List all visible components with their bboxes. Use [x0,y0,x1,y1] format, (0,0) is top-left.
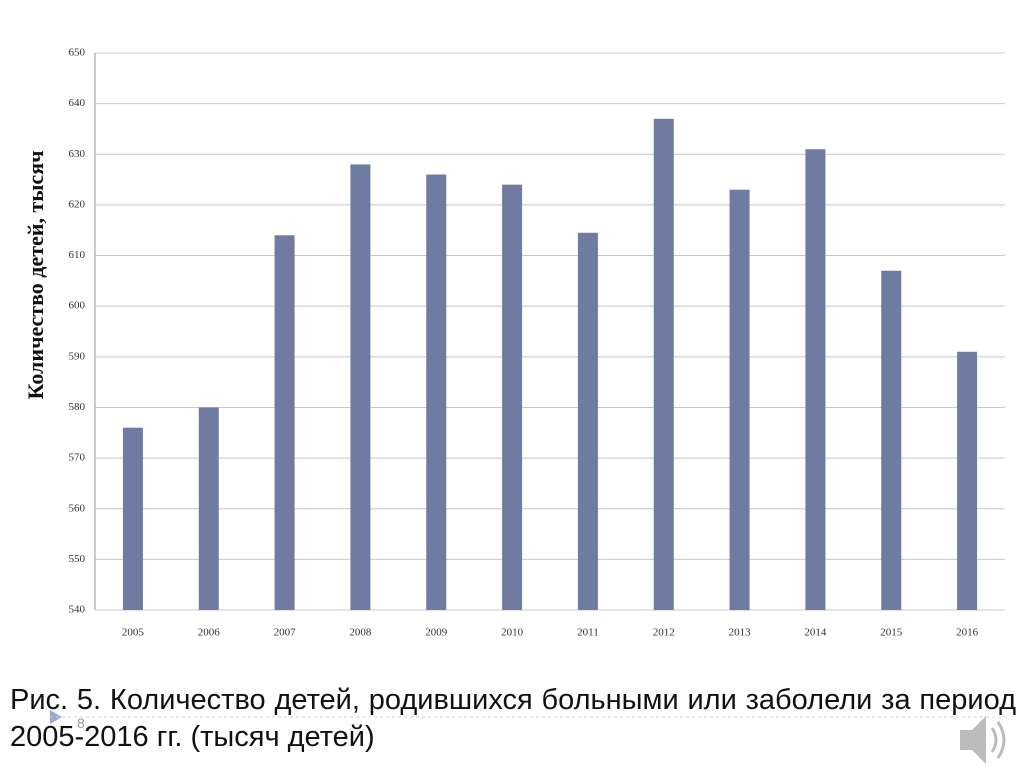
x-tick-label: 2010 [501,627,524,639]
y-tick-label: 650 [69,47,86,59]
x-tick-label: 2011 [577,627,599,639]
y-tick-label: 580 [69,401,86,413]
y-axis-title: Количество детей, тысяч [23,150,48,399]
x-tick-label: 2014 [804,627,827,639]
bar [502,184,523,610]
y-tick-label: 540 [69,604,86,616]
x-tick-label: 2005 [122,627,145,639]
x-tick-label: 2008 [349,627,372,639]
y-tick-label: 550 [69,553,86,565]
bar [957,351,978,610]
bar [577,232,598,610]
y-tick-label: 600 [69,300,86,312]
bar [653,118,674,610]
x-tick-label: 2009 [425,627,448,639]
y-tick-label: 630 [69,148,86,160]
bar [426,174,447,610]
bar [350,164,371,610]
x-tick-label: 2016 [956,627,979,639]
bar [274,235,295,611]
x-tick-label: 2006 [198,627,221,639]
x-tick-label: 2012 [653,627,675,639]
bar [198,407,219,610]
slide-number: 8 [77,715,85,731]
y-tick-label: 620 [69,198,86,210]
x-tick-label: 2013 [729,627,752,639]
y-tick-label: 640 [69,97,86,109]
bar [729,189,750,610]
y-tick-label: 590 [69,350,86,362]
y-tick-label: 570 [69,452,86,464]
caption: Рис. 5. Количество детей, родившихся бол… [10,684,1016,753]
x-tick-label: 2007 [274,627,297,639]
y-tick-label: 610 [69,249,86,261]
bar [122,427,143,610]
bar [881,270,902,610]
x-tick-label: 2015 [880,627,903,639]
y-tick-label: 560 [69,502,86,514]
speaker-icon [960,716,1006,764]
bar [805,149,826,610]
